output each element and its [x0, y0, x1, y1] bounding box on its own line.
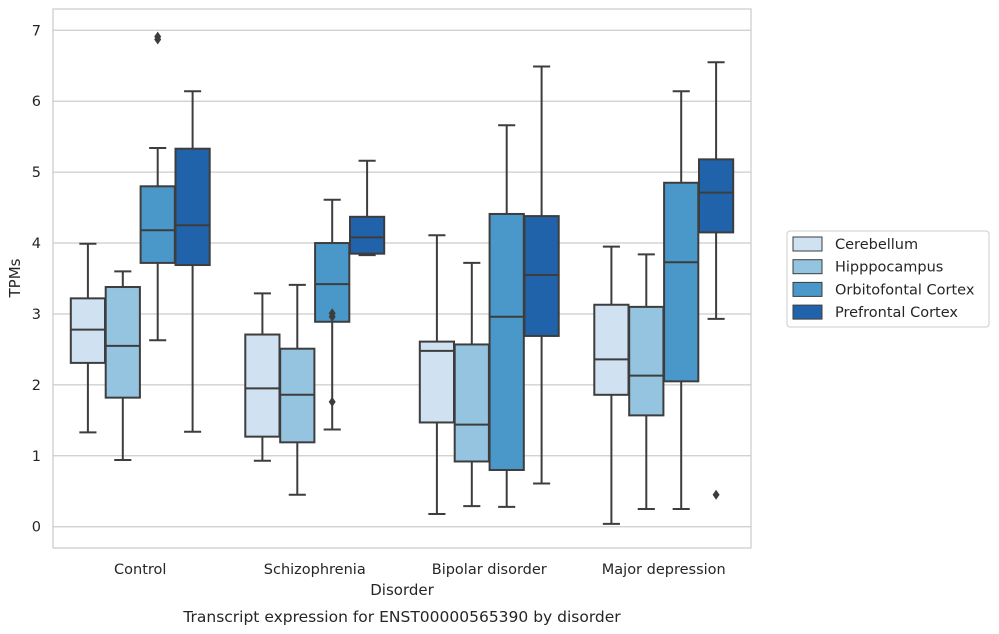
box-4-4: [697, 61, 735, 500]
iqr-box: [244, 333, 281, 438]
box-1-4: [174, 90, 211, 433]
box-2-4: [348, 159, 386, 257]
outlier-point: [328, 396, 336, 407]
box-3-1: [418, 234, 456, 515]
y-tick-label: 6: [32, 94, 41, 110]
x-tick-labels: Control Schizophrenia Bipolar disorder Majo…: [114, 562, 726, 578]
x-tick-label: Control: [114, 562, 166, 578]
legend-label: Cerebellum: [835, 237, 918, 253]
iqr-box: [453, 343, 490, 463]
iqr-box: [628, 305, 665, 417]
box-1-3: [139, 31, 176, 342]
outlier-point: [328, 308, 336, 319]
x-tick-label: Schizophrenia: [264, 562, 366, 578]
box-4-3: [663, 90, 700, 510]
outlier-point: [712, 489, 720, 500]
y-tick-label: 4: [32, 236, 41, 252]
y-tick-label: 0: [32, 520, 41, 536]
legend-label: Orbitofontal Cortex: [835, 282, 975, 298]
y-tick-label: 3: [32, 307, 41, 323]
box-layer: [69, 31, 735, 525]
chart-title: Transcript expression for ENST0000056539…: [182, 608, 621, 626]
box-3-2: [453, 261, 490, 508]
iqr-box: [348, 215, 386, 255]
iqr-box: [174, 147, 211, 267]
box-2-1: [244, 292, 281, 462]
iqr-box: [593, 303, 630, 396]
x-tick-label: Major depression: [602, 562, 726, 578]
box-4-1: [593, 245, 630, 525]
iqr-box: [697, 158, 735, 234]
box-3-4: [523, 65, 560, 485]
legend-swatch: [792, 281, 823, 297]
box-2-2: [279, 283, 316, 496]
y-tick-label: 2: [32, 378, 41, 394]
outlier-point: [154, 31, 162, 42]
iqr-box: [418, 340, 456, 424]
legend-swatch: [792, 236, 823, 252]
legend-swatch: [792, 259, 823, 275]
box-1-2: [104, 270, 141, 462]
iqr-box: [663, 181, 700, 383]
x-tick-label: Bipolar disorder: [432, 562, 547, 578]
plot-frame: [52, 8, 752, 549]
box-4-2: [628, 253, 665, 510]
legend-label: Prefrontal Cortex: [835, 305, 958, 321]
x-axis-label: Disorder: [370, 581, 434, 599]
legend-label: Hipppocampus: [835, 260, 943, 276]
box-1-1: [69, 242, 107, 434]
legend-frame: [786, 230, 990, 328]
legend: Cerebellum Hipppocampus Orbitofontal Corte…: [786, 230, 990, 328]
iqr-box: [139, 185, 176, 264]
iqr-box: [488, 212, 525, 471]
box-3-3: [488, 124, 525, 508]
legend-swatch: [792, 304, 823, 320]
y-tick-labels: 0 1 2 3 4 5 6 7: [32, 23, 41, 535]
y-tick-label: 1: [32, 449, 41, 465]
y-tick-label: 7: [32, 23, 41, 39]
y-axis-label: TPMs: [6, 258, 24, 298]
box-2-3: [314, 198, 351, 431]
y-tick-label: 5: [32, 165, 41, 181]
iqr-box: [69, 297, 107, 364]
iqr-box: [523, 215, 560, 337]
iqr-box: [104, 286, 141, 399]
